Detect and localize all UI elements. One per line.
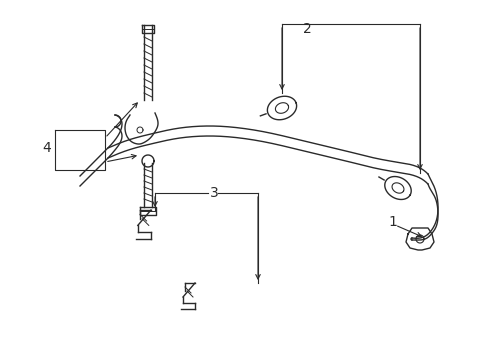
Text: 4: 4 — [42, 141, 51, 155]
Text: 1: 1 — [387, 215, 396, 229]
Text: 2: 2 — [303, 22, 311, 36]
Text: 3: 3 — [209, 186, 218, 200]
